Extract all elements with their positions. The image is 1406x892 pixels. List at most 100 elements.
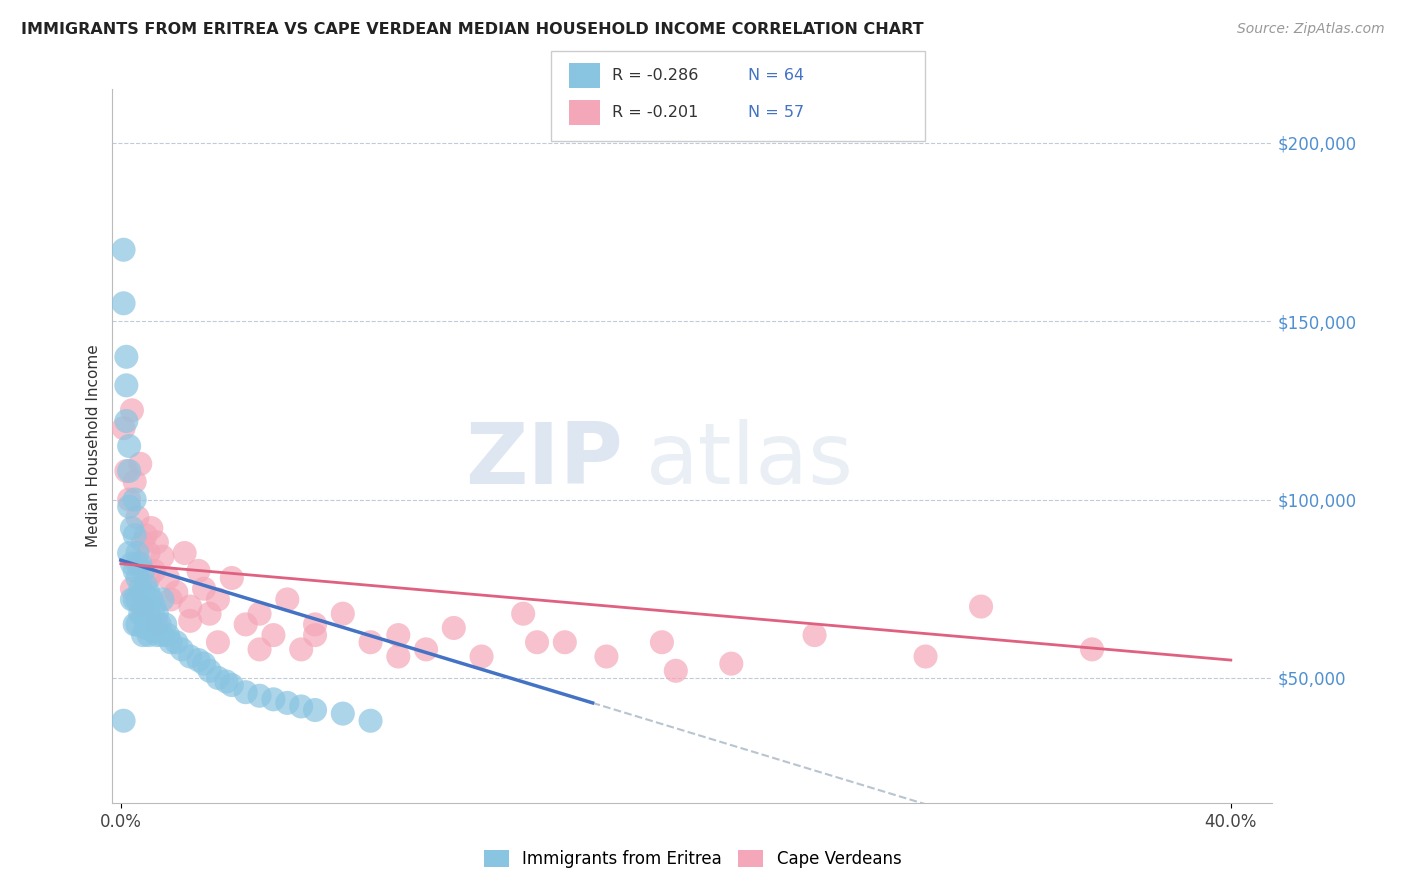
Point bbox=[112, 421, 135, 435]
Point bbox=[143, 599, 166, 614]
Point bbox=[146, 607, 169, 621]
Point bbox=[143, 564, 166, 578]
Text: IMMIGRANTS FROM ERITREA VS CAPE VERDEAN MEDIAN HOUSEHOLD INCOME CORRELATION CHAR: IMMIGRANTS FROM ERITREA VS CAPE VERDEAN … bbox=[21, 22, 924, 37]
Point bbox=[129, 607, 152, 621]
Point bbox=[165, 635, 187, 649]
Point bbox=[221, 678, 243, 692]
Point bbox=[554, 635, 576, 649]
Point bbox=[159, 592, 181, 607]
Point bbox=[127, 592, 149, 607]
Point bbox=[193, 657, 215, 671]
Point bbox=[146, 617, 169, 632]
Point bbox=[207, 592, 229, 607]
Y-axis label: Median Household Income: Median Household Income bbox=[86, 344, 101, 548]
Point bbox=[141, 592, 163, 607]
Point bbox=[914, 649, 936, 664]
Point bbox=[651, 635, 673, 649]
Point bbox=[153, 617, 177, 632]
Point bbox=[146, 535, 169, 549]
Point bbox=[360, 635, 382, 649]
Point bbox=[127, 617, 149, 632]
Point bbox=[170, 642, 193, 657]
Point bbox=[132, 607, 155, 621]
Point bbox=[235, 617, 257, 632]
Point bbox=[124, 617, 146, 632]
Point bbox=[332, 706, 354, 721]
Point bbox=[127, 546, 149, 560]
Point bbox=[132, 564, 155, 578]
Text: N = 64: N = 64 bbox=[748, 69, 804, 83]
Point bbox=[156, 571, 179, 585]
Point bbox=[595, 649, 617, 664]
Point bbox=[118, 546, 141, 560]
Point bbox=[121, 592, 143, 607]
Text: R = -0.201: R = -0.201 bbox=[612, 105, 697, 120]
Point bbox=[173, 546, 195, 560]
Point bbox=[304, 617, 326, 632]
Point bbox=[112, 243, 135, 257]
Point bbox=[143, 624, 166, 639]
Point bbox=[235, 685, 257, 699]
Point bbox=[198, 607, 221, 621]
Point bbox=[665, 664, 688, 678]
Legend: Immigrants from Eritrea, Cape Verdeans: Immigrants from Eritrea, Cape Verdeans bbox=[475, 842, 910, 877]
Point bbox=[138, 546, 160, 560]
Point bbox=[221, 571, 243, 585]
Point bbox=[262, 692, 284, 706]
Text: atlas: atlas bbox=[645, 418, 853, 502]
Point bbox=[290, 642, 312, 657]
Point bbox=[512, 607, 534, 621]
Point bbox=[720, 657, 742, 671]
Point bbox=[121, 582, 143, 596]
Point bbox=[121, 403, 143, 417]
Point bbox=[135, 599, 157, 614]
Point bbox=[1081, 642, 1104, 657]
Point bbox=[179, 599, 201, 614]
Point bbox=[115, 378, 138, 392]
Text: N = 57: N = 57 bbox=[748, 105, 804, 120]
Point bbox=[124, 528, 146, 542]
Point bbox=[135, 621, 157, 635]
Point bbox=[415, 642, 437, 657]
Point bbox=[118, 439, 141, 453]
Point bbox=[179, 614, 201, 628]
Point bbox=[443, 621, 465, 635]
Point bbox=[360, 714, 382, 728]
Point bbox=[127, 510, 149, 524]
Point bbox=[118, 500, 141, 514]
Point bbox=[121, 557, 143, 571]
Point bbox=[141, 617, 163, 632]
Point bbox=[118, 492, 141, 507]
Point bbox=[159, 635, 181, 649]
Point bbox=[387, 628, 409, 642]
Point bbox=[115, 414, 138, 428]
Point bbox=[138, 607, 160, 621]
Point bbox=[187, 564, 209, 578]
Point bbox=[526, 635, 548, 649]
Point bbox=[152, 549, 174, 564]
Point bbox=[124, 475, 146, 489]
Point bbox=[215, 674, 238, 689]
Point bbox=[141, 521, 163, 535]
Point bbox=[118, 464, 141, 478]
Point bbox=[129, 457, 152, 471]
Point bbox=[165, 585, 187, 599]
Point bbox=[135, 578, 157, 592]
Point bbox=[132, 535, 155, 549]
Point bbox=[156, 628, 179, 642]
Point bbox=[179, 649, 201, 664]
Point bbox=[262, 628, 284, 642]
Point bbox=[207, 635, 229, 649]
Text: Source: ZipAtlas.com: Source: ZipAtlas.com bbox=[1237, 22, 1385, 37]
Point bbox=[332, 607, 354, 621]
Point bbox=[132, 585, 155, 599]
Point bbox=[115, 464, 138, 478]
Point bbox=[132, 628, 155, 642]
Point bbox=[276, 696, 298, 710]
Point bbox=[138, 628, 160, 642]
Point bbox=[129, 582, 152, 596]
Text: R = -0.286: R = -0.286 bbox=[612, 69, 697, 83]
Point bbox=[138, 571, 160, 585]
Point bbox=[276, 592, 298, 607]
Point bbox=[124, 492, 146, 507]
